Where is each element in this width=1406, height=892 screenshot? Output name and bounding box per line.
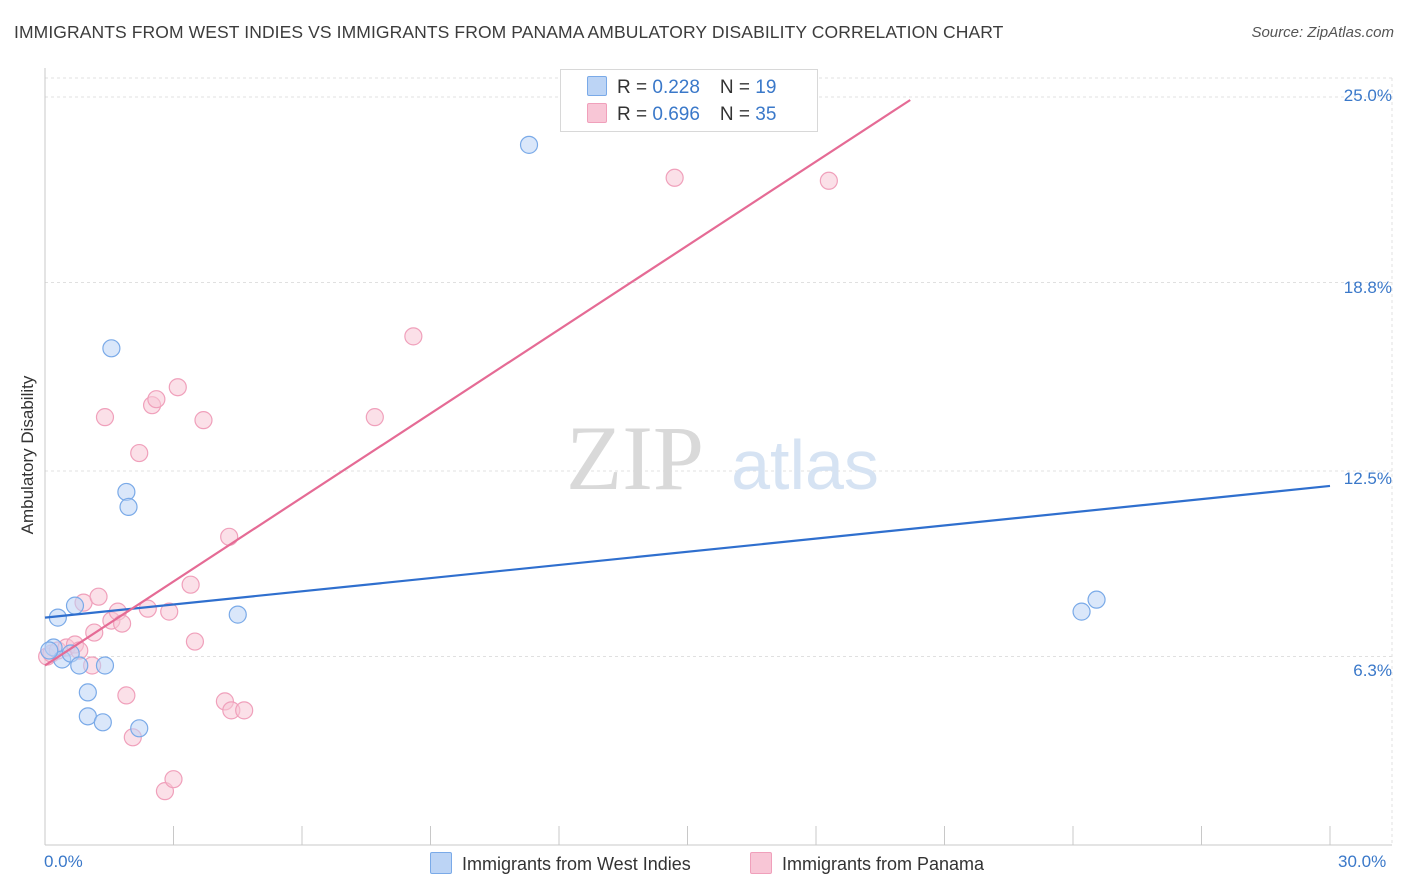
data-point — [65, 596, 85, 615]
data-point — [102, 339, 121, 358]
data-point — [70, 656, 89, 675]
data-point — [89, 587, 108, 606]
data-point — [40, 641, 59, 660]
legend-label: Immigrants from West Indies — [462, 854, 691, 874]
data-points — [38, 135, 1106, 801]
data-point — [130, 443, 149, 463]
trend-lines — [44, 99, 1331, 667]
n-label: N = — [719, 104, 756, 125]
data-point — [78, 683, 97, 702]
y-tick-label: 6.3% — [1353, 661, 1392, 680]
data-point — [147, 390, 166, 409]
legend-label: Immigrants from Panama — [782, 854, 985, 874]
data-point — [194, 411, 213, 430]
legend-swatch-blue — [430, 852, 452, 874]
legend-swatch-pink — [587, 103, 607, 123]
legend-row-west-indies: R = 0.228 N = 19 — [587, 76, 776, 99]
data-point — [117, 686, 136, 705]
data-point — [235, 701, 254, 720]
data-point — [181, 575, 200, 594]
data-point — [228, 605, 247, 624]
data-point — [365, 408, 384, 427]
y-tick-label: 18.8% — [1343, 278, 1392, 297]
axes — [44, 68, 1392, 846]
chart-title: IMMIGRANTS FROM WEST INDIES VS IMMIGRANT… — [14, 22, 1004, 42]
legend-row-panama: R = 0.696 N = 35 — [587, 103, 776, 126]
data-point — [819, 171, 838, 190]
data-point — [130, 719, 149, 738]
stats-legend: R = 0.228 N = 19 R = 0.696 N = 35 — [560, 69, 818, 132]
source-label: Source: ZipAtlas.com — [1251, 24, 1394, 41]
bottom-legend-west-indies: Immigrants from West Indies — [430, 852, 691, 875]
legend-swatch-blue — [587, 76, 607, 96]
grid-lines — [45, 77, 1393, 845]
legend-swatch-pink — [750, 852, 772, 874]
data-point — [160, 602, 179, 621]
n-value: 19 — [755, 77, 777, 98]
n-value: 35 — [755, 104, 777, 125]
r-label: R = — [617, 77, 653, 98]
watermark-atlas: atlas — [731, 426, 879, 504]
watermark: ZIP atlas — [566, 407, 879, 509]
r-value: 0.696 — [652, 104, 700, 125]
x-tick-label-max: 30.0% — [1338, 852, 1387, 871]
y-tick-label: 12.5% — [1343, 469, 1392, 488]
data-point — [1087, 590, 1106, 609]
r-label: R = — [617, 104, 653, 125]
data-point — [164, 770, 183, 789]
watermark-zip: ZIP — [566, 407, 704, 509]
data-point — [220, 527, 239, 546]
data-point — [1072, 602, 1091, 621]
data-point — [95, 408, 115, 427]
data-point — [112, 614, 132, 633]
trend-line — [44, 484, 1331, 619]
x-tick-label-min: 0.0% — [44, 852, 83, 871]
bottom-legend-panama: Immigrants from Panama — [750, 852, 984, 875]
data-point — [168, 378, 187, 397]
y-tick-label: 25.0% — [1343, 86, 1392, 105]
data-point — [93, 713, 112, 732]
data-point — [519, 135, 539, 154]
data-point — [185, 632, 205, 651]
n-label: N = — [719, 77, 756, 98]
r-value: 0.228 — [652, 77, 700, 98]
data-point — [404, 327, 423, 346]
trend-line — [44, 99, 911, 667]
data-point — [117, 482, 136, 502]
data-point — [119, 497, 138, 517]
data-point — [665, 168, 684, 187]
data-point — [95, 656, 115, 675]
